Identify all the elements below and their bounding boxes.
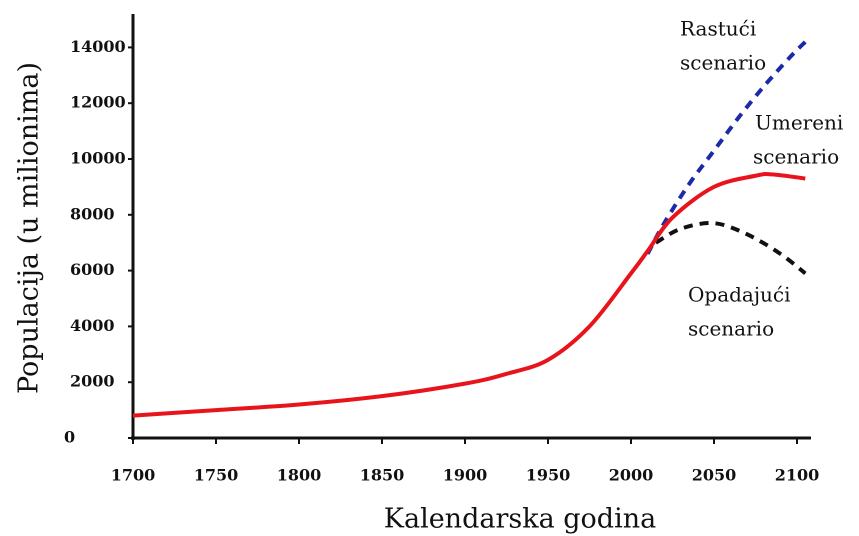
- series-line: [132, 172, 806, 418]
- x-tick-label: 1900: [443, 466, 488, 485]
- y-tick-label: 4000: [70, 316, 115, 335]
- x-tick-label: 1750: [194, 466, 239, 485]
- y-tick-label: 6000: [70, 260, 115, 279]
- y-tick-label: 8000: [70, 204, 115, 223]
- annotation: scenario: [753, 145, 839, 169]
- annotation: scenario: [688, 317, 774, 341]
- y-axis-label: Populacija (u milionima): [14, 62, 45, 394]
- annotation: scenario: [680, 51, 766, 75]
- x-tick-label: 1850: [360, 466, 405, 485]
- x-tick-label: 1700: [111, 466, 156, 485]
- y-tick-label: 12000: [70, 93, 126, 112]
- x-tick-label: 2050: [692, 466, 737, 485]
- x-tick-label: 2000: [609, 466, 654, 485]
- series-line: [654, 221, 807, 275]
- annotation: Opadajući: [688, 283, 791, 307]
- x-tick-label: 2100: [775, 466, 820, 485]
- x-tick-label: 1800: [277, 466, 322, 485]
- y-tick-label: 10000: [70, 149, 126, 168]
- y-tick-label: 14000: [70, 37, 126, 56]
- annotation: Rastući: [680, 17, 756, 41]
- x-tick-label: 1950: [526, 466, 571, 485]
- x-axis-label: Kalendarska godina: [384, 504, 656, 535]
- y-tick-label: 0: [64, 428, 75, 447]
- series-line: [645, 40, 807, 255]
- annotation: Umereni: [755, 111, 843, 135]
- y-tick-label: 2000: [70, 372, 115, 391]
